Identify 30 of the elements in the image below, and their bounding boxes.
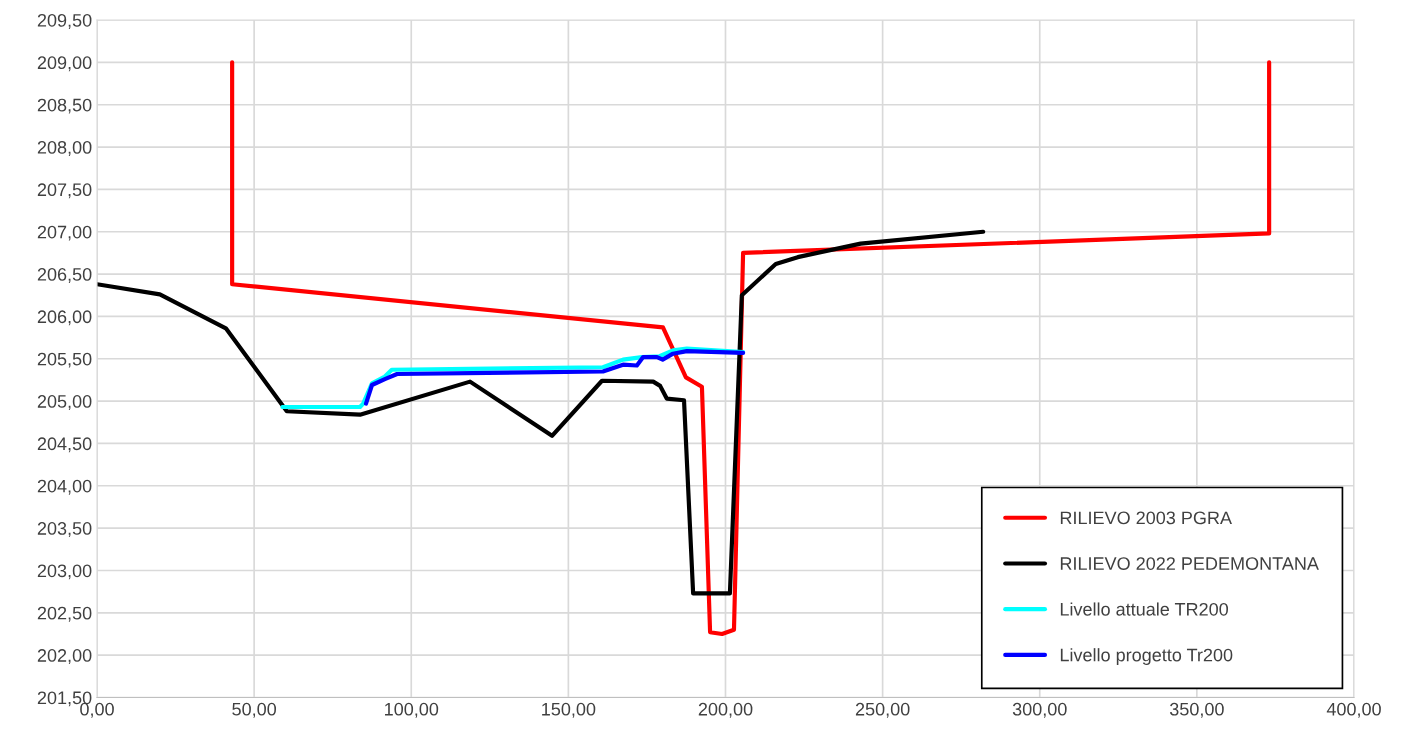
y-tick-label: 205,00 [37,395,92,410]
x-tick-label: 100,00 [385,702,439,718]
x-tick-label: 200,00 [698,702,753,718]
y-tick-label: 202,50 [37,606,92,622]
y-tick-label: 204,50 [37,437,92,453]
y-tick-label: 209,00 [37,56,92,72]
legend-label: RILIEVO 2022 PEDEMONTANA [1060,557,1319,570]
x-tick-label: 250,00 [855,702,910,718]
y-tick-label: 207,50 [37,183,92,199]
legend-label: Livello attuale TR200 [1060,602,1229,616]
x-tick-label: 350,00 [1169,702,1224,718]
x-tick-label: 400,00 [1326,702,1381,718]
line-series [363,349,746,406]
y-tick-label: 208,00 [37,140,92,156]
y-tick-label: 208,50 [37,98,92,114]
y-tick-label: 206,00 [37,310,92,326]
y-tick-label: 203,00 [37,564,92,580]
line-series [97,229,986,596]
x-tick-label: 150,00 [542,702,596,718]
y-tick-label: 202,00 [37,649,92,664]
legend-label: RILIEVO 2003 PGRA [1060,511,1232,525]
y-tick-label: 204,00 [37,479,92,495]
y-tick-label: 207,00 [37,225,92,241]
x-tick-label: 300,00 [1012,702,1067,718]
y-tick-label: 209,50 [37,13,92,29]
y-tick-label: 206,50 [37,268,92,283]
legend-label: Livello progetto Tr200 [1060,648,1233,665]
x-tick-label: 50,00 [232,702,277,718]
y-tick-label: 205,50 [37,352,92,368]
y-tick-label: 203,50 [37,522,92,537]
